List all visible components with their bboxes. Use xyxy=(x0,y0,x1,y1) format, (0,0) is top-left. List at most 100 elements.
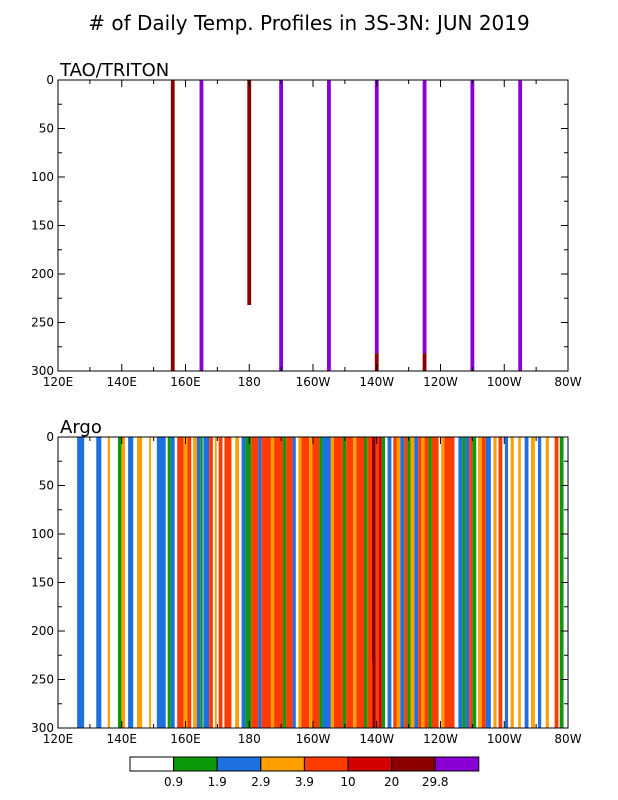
argo-band-39 xyxy=(330,437,335,728)
argo-band-16 xyxy=(200,437,203,728)
tao-triton-ytick-label-3: 150 xyxy=(31,219,54,233)
argo-band-11 xyxy=(177,437,184,728)
argo-band-81 xyxy=(538,437,542,728)
argo-overlay-0 xyxy=(372,437,376,663)
tao-triton-bar-5-seg-0 xyxy=(374,80,379,354)
argo-band-52 xyxy=(393,437,397,728)
tao-triton-xtick-label-1: 140E xyxy=(107,375,138,389)
argo-band-30 xyxy=(283,437,287,728)
tao-triton-ytick-label-1: 50 xyxy=(39,122,54,136)
colorbar-label-1: 1.9 xyxy=(208,775,227,789)
argo-band-67 xyxy=(462,437,466,728)
argo-xtick-label-7: 100W xyxy=(487,732,522,746)
argo-band-8 xyxy=(156,437,166,728)
argo-xtick-label-0: 120E xyxy=(43,732,74,746)
argo-band-18 xyxy=(209,437,213,728)
argo-band-66 xyxy=(458,437,463,728)
tao-triton-xtick-label-4: 160W xyxy=(296,375,331,389)
argo-band-5 xyxy=(128,437,134,728)
argo-band-7 xyxy=(149,437,152,728)
argo-band-20 xyxy=(218,437,223,728)
argo-ytick-label-5: 250 xyxy=(31,673,54,687)
tao-triton-bar-3-seg-0 xyxy=(279,80,284,371)
argo-band-35 xyxy=(309,437,313,728)
tao-triton-bar-6-seg-1 xyxy=(422,353,427,371)
argo-band-48 xyxy=(375,437,379,728)
argo-band-46 xyxy=(367,437,373,728)
argo-band-3 xyxy=(117,437,122,728)
argo-xtick-label-6: 120W xyxy=(423,732,458,746)
argo-bars xyxy=(77,437,564,728)
argo-xtick-label-2: 160E xyxy=(170,732,201,746)
argo-ytick-label-0: 0 xyxy=(46,430,54,444)
argo-band-41 xyxy=(342,437,347,728)
argo-band-19 xyxy=(214,437,217,728)
argo-band-54 xyxy=(400,437,405,728)
argo-band-28 xyxy=(270,437,275,728)
tao-triton-xtick-label-8: 80W xyxy=(554,375,581,389)
argo-band-68 xyxy=(465,437,470,728)
argo-band-17 xyxy=(203,437,210,728)
argo-band-50 xyxy=(381,437,386,728)
colorbar-cell-2 xyxy=(216,756,262,772)
argo-band-36 xyxy=(312,437,320,728)
argo-band-42 xyxy=(346,437,354,728)
argo-band-75 xyxy=(498,437,503,728)
argo-band-62 xyxy=(428,437,432,728)
argo-band-61 xyxy=(424,437,429,728)
colorbar-label-4: 10 xyxy=(340,775,355,789)
argo-band-45 xyxy=(364,437,368,728)
argo-band-1 xyxy=(96,437,102,728)
argo-xtick-label-3: 180 xyxy=(238,732,261,746)
colorbar-cell-3 xyxy=(260,756,305,772)
colorbar-cell-1 xyxy=(173,756,218,772)
tao-triton-bar-5-seg-1 xyxy=(374,353,379,371)
tao-triton-bar-0-seg-0 xyxy=(170,80,175,371)
argo-band-4 xyxy=(121,437,125,728)
argo-band-58 xyxy=(414,437,419,728)
argo-title: Argo xyxy=(60,417,102,438)
argo-band-40 xyxy=(334,437,343,728)
colorbar-label-0: 0.9 xyxy=(164,775,183,789)
tao-triton-ytick-label-5: 250 xyxy=(31,316,54,330)
argo-ytick-label-6: 300 xyxy=(31,721,54,735)
tao-triton-plot-frame xyxy=(57,79,569,372)
argo-band-9 xyxy=(167,437,171,728)
argo-band-27 xyxy=(261,437,271,728)
argo-band-56 xyxy=(407,437,411,728)
tao-triton-ytick-label-6: 300 xyxy=(31,364,54,378)
argo-panel: 120E 140E 160E 180 160W 140W 120W 100W 80W 0 50 100… xyxy=(31,417,582,746)
argo-band-32 xyxy=(292,437,296,728)
argo-band-69 xyxy=(469,437,473,728)
argo-band-38 xyxy=(322,437,331,728)
argo-band-71 xyxy=(478,437,482,728)
argo-band-51 xyxy=(387,437,392,728)
argo-band-53 xyxy=(396,437,401,728)
argo-band-49 xyxy=(378,437,382,728)
argo-band-76 xyxy=(504,437,509,728)
argo-xtick-label-4: 160W xyxy=(296,732,331,746)
colorbar-label-5: 20 xyxy=(384,775,399,789)
argo-band-79 xyxy=(524,437,529,728)
argo-xtick-label-1: 140E xyxy=(107,732,138,746)
tao-triton-panel: 120E 140E 160E 180 160W 140W 120W 100W 80W 0 50 100… xyxy=(31,60,582,389)
tao-triton-title: TAO/TRITON xyxy=(59,60,169,81)
tao-triton-xtick-label-2: 160E xyxy=(170,375,201,389)
colorbar-label-3: 3.9 xyxy=(295,775,314,789)
tao-triton-ytick-label-0: 0 xyxy=(46,73,54,87)
argo-ytick-label-2: 100 xyxy=(31,527,54,541)
tao-triton-bar-1-seg-0 xyxy=(199,80,204,371)
tao-triton-bar-2-seg-0 xyxy=(247,80,252,306)
argo-band-14 xyxy=(193,437,197,728)
argo-band-0 xyxy=(77,437,85,728)
argo-band-83 xyxy=(554,437,559,728)
tao-triton-xtick-label-5: 140W xyxy=(359,375,394,389)
colorbar-legend: 0.9 1.9 2.9 3.9 10 20 29.8 xyxy=(129,756,480,789)
tao-triton-bars xyxy=(170,80,523,371)
argo-band-57 xyxy=(410,437,415,728)
argo-band-70 xyxy=(472,437,477,728)
colorbar-cell-0 xyxy=(129,756,175,772)
tao-triton-xtick-label-7: 100W xyxy=(487,375,522,389)
colorbar-label-6: 29.8 xyxy=(422,775,449,789)
argo-band-6 xyxy=(137,437,143,728)
